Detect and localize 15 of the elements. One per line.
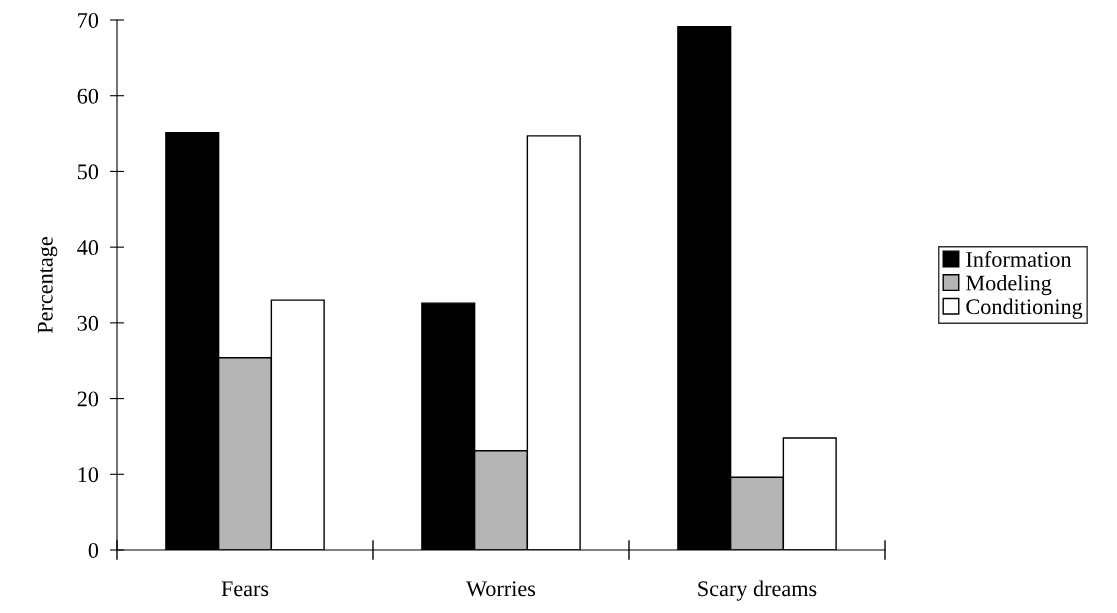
- y-axis-title: Percentage: [37, 237, 58, 334]
- legend-label: Conditioning: [966, 298, 1083, 319]
- y-tick-label: 20: [77, 391, 99, 407]
- x-tick-label: Scary dreams: [698, 580, 817, 601]
- legend-label: Modeling: [966, 274, 1052, 296]
- legend-label: Information: [966, 251, 1072, 267]
- y-tick-label: 10: [78, 467, 99, 483]
- y-tick-label: 40: [77, 240, 99, 256]
- y-tick-label: 30: [77, 315, 99, 331]
- y-tick-label: 50: [78, 164, 99, 180]
- x-tick-label: Fears: [221, 581, 269, 597]
- y-tick-label: 0: [88, 542, 99, 558]
- y-tick-label: 70: [78, 12, 99, 28]
- x-tick-label: Worries: [466, 581, 536, 597]
- y-tick-label: 60: [77, 88, 99, 104]
